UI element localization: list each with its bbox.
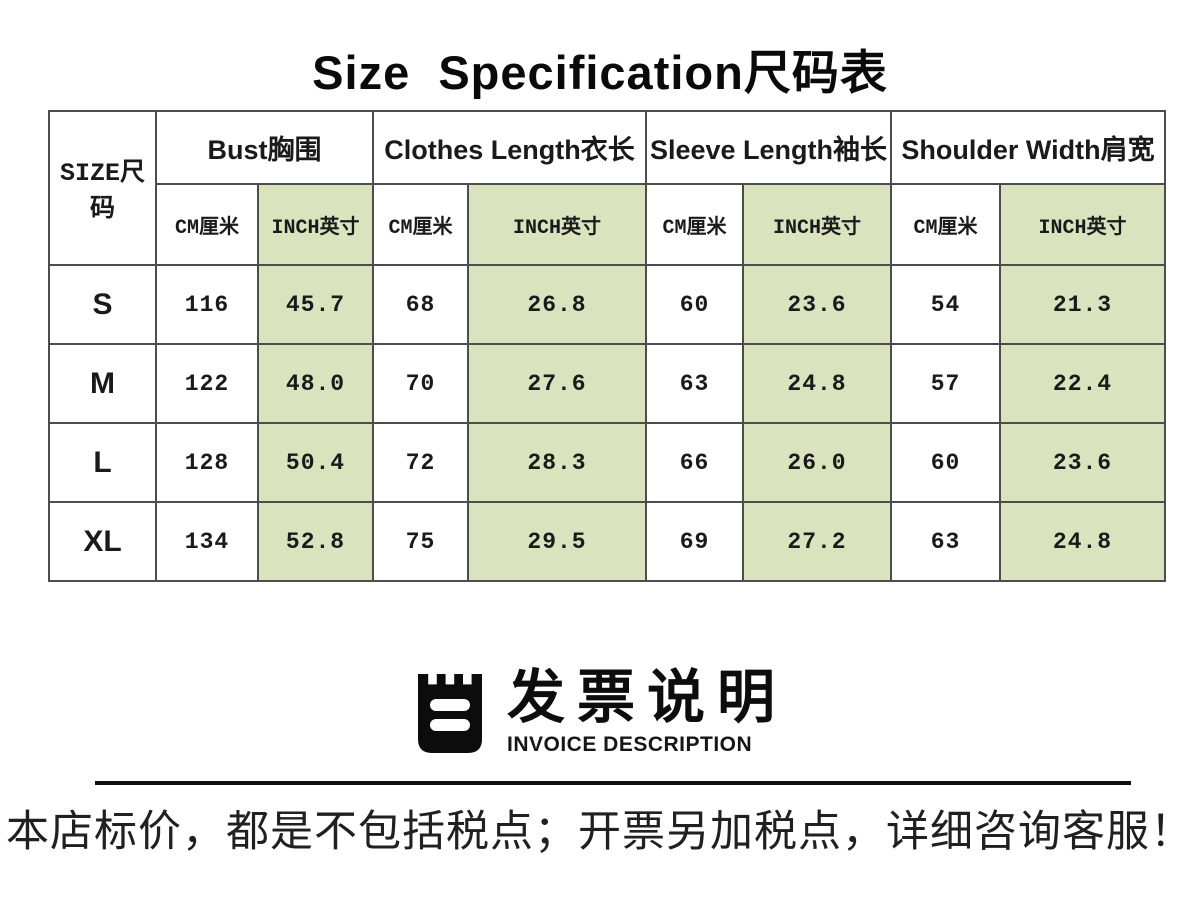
invoice-subtitle: INVOICE DESCRIPTION bbox=[506, 732, 753, 756]
group-header-shoulder-width: Shoulder Width肩宽 bbox=[889, 110, 1167, 185]
unit-header-inch: INCH英寸 bbox=[742, 183, 892, 266]
row-label: L bbox=[48, 422, 157, 503]
table-row-l: L 128 50.4 72 28.3 66 26.0 60 23.6 bbox=[48, 422, 1167, 503]
value-cell: 21.3 bbox=[998, 264, 1167, 345]
value-cell: 69 bbox=[645, 501, 744, 582]
horizontal-divider bbox=[95, 781, 1131, 785]
value-cell: 29.5 bbox=[467, 501, 647, 582]
size-table: SIZE尺码 Bust胸围 Clothes Length衣长 Sleeve Le… bbox=[48, 110, 1167, 582]
unit-header-cm: CM厘米 bbox=[645, 183, 744, 266]
value-cell: 63 bbox=[645, 343, 744, 424]
row-label: M bbox=[48, 343, 157, 424]
value-cell: 45.7 bbox=[257, 264, 374, 345]
unit-header-cm: CM厘米 bbox=[890, 183, 1001, 266]
invoice-text-block: 发票说明 INVOICE DESCRIPTION bbox=[507, 666, 787, 757]
value-cell: 72 bbox=[372, 422, 469, 503]
tax-notice-text: 本店标价，都是不包括税点；开票另加税点，详细咨询客服！ bbox=[6, 808, 1194, 856]
value-cell: 52.8 bbox=[257, 501, 374, 582]
value-cell: 50.4 bbox=[257, 422, 374, 503]
unit-header-cm: CM厘米 bbox=[155, 183, 259, 266]
value-cell: 23.6 bbox=[998, 422, 1167, 503]
invoice-title: 发票说明 bbox=[506, 665, 787, 730]
unit-header-inch: INCH英寸 bbox=[257, 183, 374, 266]
value-cell: 60 bbox=[890, 422, 1001, 503]
unit-header-inch: INCH英寸 bbox=[467, 183, 647, 266]
value-cell: 60 bbox=[645, 264, 744, 345]
value-cell: 23.6 bbox=[742, 264, 892, 345]
invoice-section: 发票说明 INVOICE DESCRIPTION bbox=[0, 666, 1200, 757]
value-cell: 63 bbox=[890, 501, 1001, 582]
group-header-sleeve-length: Sleeve Length袖长 bbox=[645, 110, 892, 185]
group-header-clothes-length: Clothes Length衣长 bbox=[372, 110, 647, 185]
value-cell: 27.2 bbox=[742, 501, 892, 582]
table-row-xl: XL 134 52.8 75 29.5 69 27.2 63 24.8 bbox=[48, 501, 1167, 582]
table-row-s: S 116 45.7 68 26.8 60 23.6 54 21.3 bbox=[48, 264, 1167, 345]
value-cell: 57 bbox=[890, 343, 1001, 424]
value-cell: 68 bbox=[372, 264, 469, 345]
unit-header-cm: CM厘米 bbox=[372, 183, 469, 266]
row-label: S bbox=[48, 264, 157, 345]
value-cell: 28.3 bbox=[467, 422, 647, 503]
value-cell: 54 bbox=[890, 264, 1001, 345]
corner-header: SIZE尺码 bbox=[48, 110, 157, 266]
value-cell: 26.8 bbox=[467, 264, 647, 345]
row-label: XL bbox=[48, 501, 157, 582]
page-title: Size Specification尺码表 bbox=[312, 46, 888, 99]
value-cell: 122 bbox=[155, 343, 259, 424]
value-cell: 24.8 bbox=[998, 501, 1167, 582]
value-cell: 134 bbox=[155, 501, 259, 582]
value-cell: 27.6 bbox=[467, 343, 647, 424]
value-cell: 116 bbox=[155, 264, 259, 345]
table-row-m: M 122 48.0 70 27.6 63 24.8 57 22.4 bbox=[48, 343, 1167, 424]
value-cell: 70 bbox=[372, 343, 469, 424]
invoice-receipt-icon bbox=[417, 670, 482, 753]
value-cell: 128 bbox=[155, 422, 259, 503]
group-header-bust: Bust胸围 bbox=[155, 110, 374, 185]
value-cell: 22.4 bbox=[998, 343, 1167, 424]
value-cell: 24.8 bbox=[742, 343, 892, 424]
value-cell: 75 bbox=[372, 501, 469, 582]
value-cell: 48.0 bbox=[257, 343, 374, 424]
size-table-container: SIZE尺码 Bust胸围 Clothes Length衣长 Sleeve Le… bbox=[48, 110, 1167, 582]
value-cell: 66 bbox=[645, 422, 744, 503]
unit-header-inch: INCH英寸 bbox=[998, 183, 1167, 266]
value-cell: 26.0 bbox=[742, 422, 892, 503]
